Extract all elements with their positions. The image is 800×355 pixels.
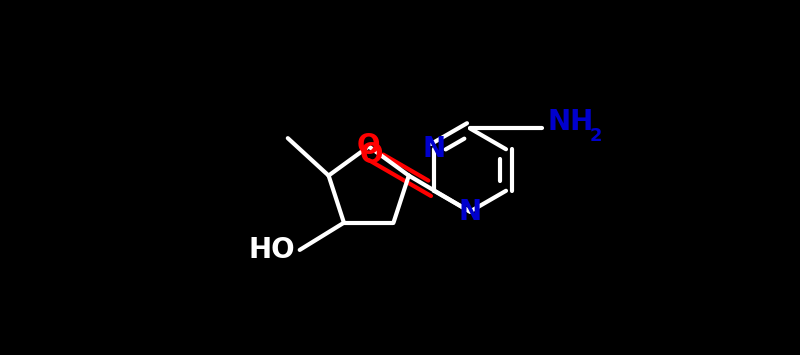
Text: O: O	[357, 132, 381, 160]
Text: NH: NH	[547, 108, 594, 136]
Text: O: O	[360, 141, 383, 169]
Text: N: N	[422, 135, 446, 163]
Text: HO: HO	[248, 236, 294, 264]
Text: N: N	[458, 198, 482, 225]
Text: 2: 2	[590, 127, 602, 146]
